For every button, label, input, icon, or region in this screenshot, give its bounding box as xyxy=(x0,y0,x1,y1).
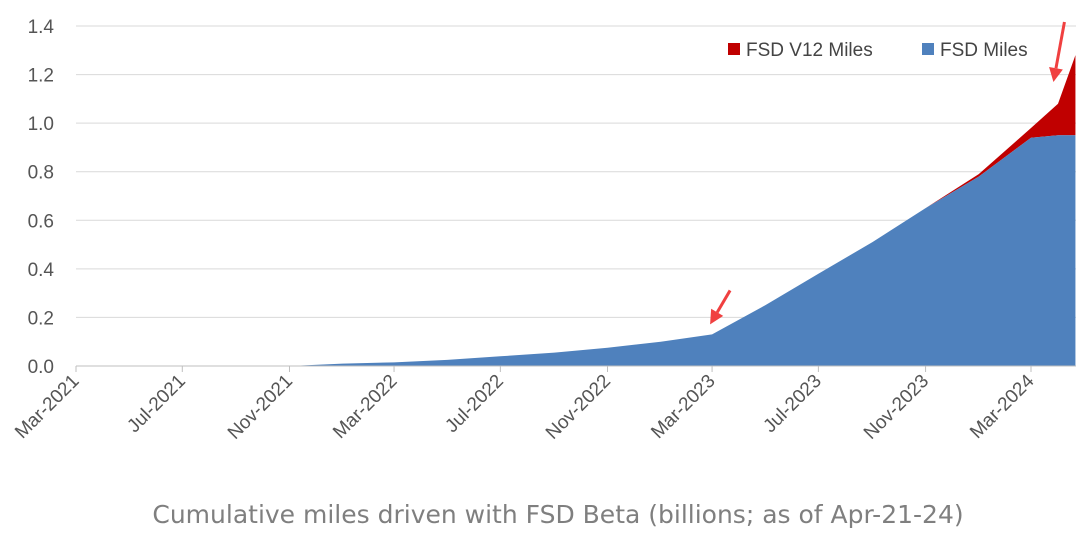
x-tick-label: Mar-2022 xyxy=(329,371,401,443)
y-tick-label: 1.0 xyxy=(28,114,54,135)
legend-swatch-fsd-v12 xyxy=(728,43,740,55)
x-tick-labels: Mar-2021 Jul-2021 Nov-2021 Mar-2022 Jul-2022… xyxy=(11,370,1039,443)
x-tick-label: Mar-2023 xyxy=(647,371,719,443)
y-tick-label: 0.8 xyxy=(28,163,54,184)
x-tick-label: Nov-2021 xyxy=(224,371,297,444)
y-tick-label: 0.0 xyxy=(28,357,54,378)
grid-lines xyxy=(76,25,1076,318)
x-tick-label: Nov-2022 xyxy=(542,371,615,444)
x-tick-label: Nov-2023 xyxy=(860,371,933,444)
y-tick-label: 0.4 xyxy=(28,260,55,281)
annotation-arrow xyxy=(710,289,732,325)
y-tick-label: 1.2 xyxy=(28,66,54,87)
legend: FSD V12 Miles FSD Miles xyxy=(728,40,1028,61)
y-tick-label: 1.4 xyxy=(28,17,55,38)
y-tick-label: 0.6 xyxy=(28,211,54,232)
area-series xyxy=(289,55,1076,367)
arrow-head xyxy=(710,308,724,325)
legend-label-fsd: FSD Miles xyxy=(940,40,1028,61)
x-tick-label: Mar-2021 xyxy=(11,371,83,443)
arrow-shaft xyxy=(715,289,732,314)
legend-swatch-fsd xyxy=(922,43,934,55)
annotations xyxy=(710,21,1066,325)
arrow-shaft xyxy=(1054,21,1066,69)
x-tick-label: Mar-2024 xyxy=(966,370,1039,443)
axes xyxy=(75,365,1076,372)
x-tick-label: Jul-2023 xyxy=(760,371,826,437)
x-tick-label: Jul-2022 xyxy=(441,371,507,437)
chart-title: Cumulative miles driven with FSD Beta (b… xyxy=(152,500,963,529)
series-area-fsd xyxy=(289,135,1076,366)
legend-label-fsd-v12: FSD V12 Miles xyxy=(746,40,873,61)
arrow-head xyxy=(1049,66,1063,82)
y-tick-labels: 0.0 0.2 0.4 0.6 0.8 1.0 1.2 1.4 xyxy=(28,17,55,378)
y-tick-label: 0.2 xyxy=(28,308,54,329)
x-tick-label: Jul-2021 xyxy=(123,371,189,437)
annotation-arrow xyxy=(1049,21,1066,82)
